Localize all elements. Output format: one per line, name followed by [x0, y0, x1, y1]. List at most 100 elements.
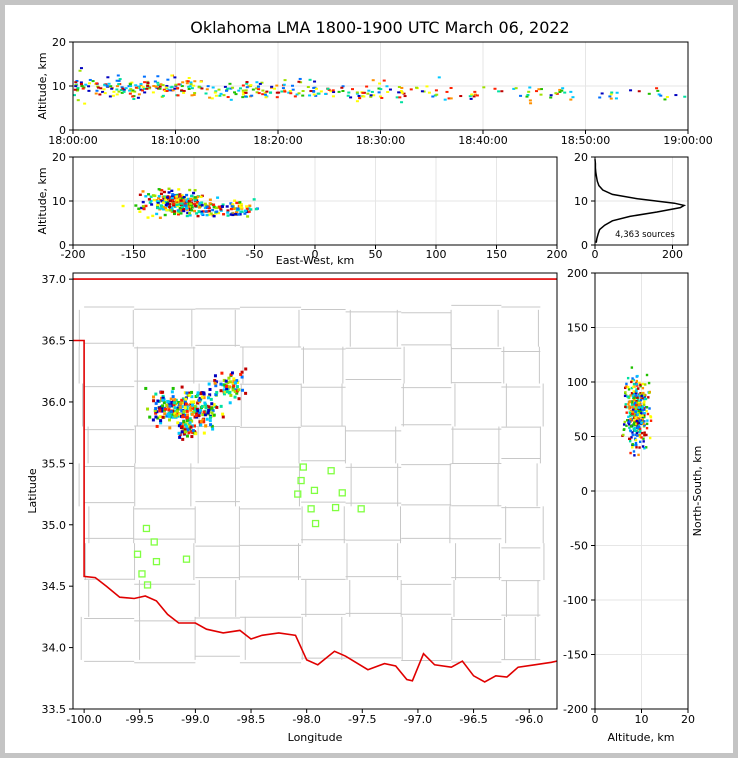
plan-view-source: [162, 401, 166, 405]
altitude-time-source: [558, 88, 562, 91]
altitude-time-source: [75, 89, 79, 92]
northsouth-altitude-source: [633, 403, 636, 406]
lma-station-marker: [297, 476, 305, 485]
altitude-eastwest-source: [187, 205, 191, 208]
northsouth-altitude-source: [628, 423, 631, 426]
altitude-time-source: [254, 87, 258, 90]
altitude-time-source: [180, 89, 184, 92]
northsouth-altitude-source: [628, 440, 632, 443]
altitude-time-source: [119, 89, 123, 92]
altitude-eastwest-source: [217, 211, 221, 215]
altitude-time-source: [431, 95, 435, 98]
altitude-eastwest-source: [190, 194, 194, 198]
plan-view-source: [190, 390, 194, 394]
altitude-time-source: [402, 92, 406, 95]
plan-view-source: [194, 410, 198, 414]
altitude-time-source: [288, 90, 292, 93]
plan-view-source: [226, 381, 230, 385]
altitude-time-source: [280, 90, 284, 93]
altitude-eastwest-source: [151, 194, 155, 197]
northsouth-altitude-source: [634, 441, 638, 445]
altitude-time-ylabel: Altitude, km: [36, 52, 49, 119]
altitude-eastwest-xlabel: East-West, km: [276, 254, 354, 267]
altitude-histogram-ytick-label: 10: [574, 195, 588, 208]
altitude-time-source: [482, 86, 486, 89]
altitude-eastwest-source: [173, 205, 177, 208]
northsouth-altitude-source: [631, 400, 635, 403]
northsouth-altitude-ytick-label: 0: [581, 485, 588, 498]
altitude-eastwest-source: [156, 202, 160, 205]
northsouth-altitude-source: [636, 396, 639, 399]
plan-view-source: [176, 414, 180, 418]
altitude-time-source: [319, 90, 323, 93]
plan-view-source: [229, 393, 233, 397]
plan-view-source: [165, 404, 169, 408]
altitude-time-source: [260, 81, 264, 84]
plan-view-source: [181, 400, 185, 404]
altitude-time-source: [331, 89, 335, 92]
northsouth-altitude-source: [631, 433, 634, 437]
altitude-eastwest-source: [141, 205, 145, 208]
altitude-time-source: [549, 96, 553, 99]
plan-view-source: [227, 391, 231, 395]
altitude-time-source: [449, 87, 453, 90]
plan-view-source: [166, 400, 170, 404]
altitude-time-source: [79, 82, 83, 85]
altitude-time-source: [197, 86, 201, 89]
altitude-eastwest-source: [166, 200, 170, 204]
altitude-eastwest-source: [195, 203, 199, 206]
plan-view-source: [210, 424, 214, 428]
plan-view-source: [188, 406, 192, 410]
altitude-time-source: [106, 76, 110, 79]
plan-view-source: [201, 418, 205, 422]
chart-title: Oklahoma LMA 1800-1900 UTC March 06, 202…: [190, 18, 569, 37]
plan-view-source: [156, 416, 160, 420]
plan-view-source: [173, 398, 177, 402]
plan-view-source: [188, 427, 192, 431]
lma-station-marker: [150, 538, 158, 546]
northsouth-altitude-source: [643, 393, 646, 397]
plan-view-source: [185, 391, 189, 395]
altitude-time-source: [249, 84, 253, 87]
altitude-time-source: [143, 81, 147, 84]
plan-view-source: [154, 392, 158, 396]
northsouth-altitude-source: [639, 408, 642, 411]
northsouth-altitude-source: [642, 402, 646, 405]
plan-view-source: [180, 405, 184, 409]
plan-view-source: [187, 431, 191, 435]
plan-view-source: [173, 414, 177, 418]
plan-view-source: [181, 437, 185, 441]
altitude-time-source: [382, 79, 386, 82]
altitude-time-source: [234, 93, 238, 96]
altitude-time-source: [244, 95, 248, 98]
northsouth-altitude-source: [633, 454, 636, 457]
northsouth-altitude-source: [643, 415, 646, 419]
altitude-eastwest-source: [176, 204, 180, 208]
plan-view-source: [173, 410, 177, 414]
plan-view-source: [239, 372, 243, 376]
altitude-time-source: [308, 78, 312, 81]
plan-view-source: [208, 387, 212, 391]
altitude-time-source: [95, 82, 99, 85]
plan-view-source: [161, 396, 165, 400]
plan-view-source: [176, 411, 180, 415]
altitude-time-source: [529, 102, 533, 105]
altitude-eastwest-source: [226, 211, 230, 214]
northsouth-altitude-source: [633, 427, 637, 430]
plan-view-source: [191, 429, 195, 433]
altitude-time-source: [228, 82, 232, 85]
altitude-eastwest-source: [156, 206, 160, 210]
altitude-time-source: [74, 84, 78, 87]
altitude-time-source: [337, 90, 341, 93]
lma-station-marker: [138, 570, 146, 578]
altitude-eastwest-source: [196, 214, 200, 218]
altitude-eastwest-source: [188, 214, 192, 217]
altitude-time-source: [263, 93, 267, 96]
altitude-eastwest-panel: -200 -150 -100 -50 0 50 100 150 200 0 10 20 Altitud…: [36, 151, 568, 267]
altitude-eastwest-source: [248, 204, 252, 207]
altitude-time-source: [400, 86, 404, 89]
northsouth-altitude-source: [649, 419, 653, 422]
altitude-time-source: [140, 89, 144, 92]
altitude-time-source: [525, 95, 529, 98]
plan-view-source: [183, 406, 187, 410]
